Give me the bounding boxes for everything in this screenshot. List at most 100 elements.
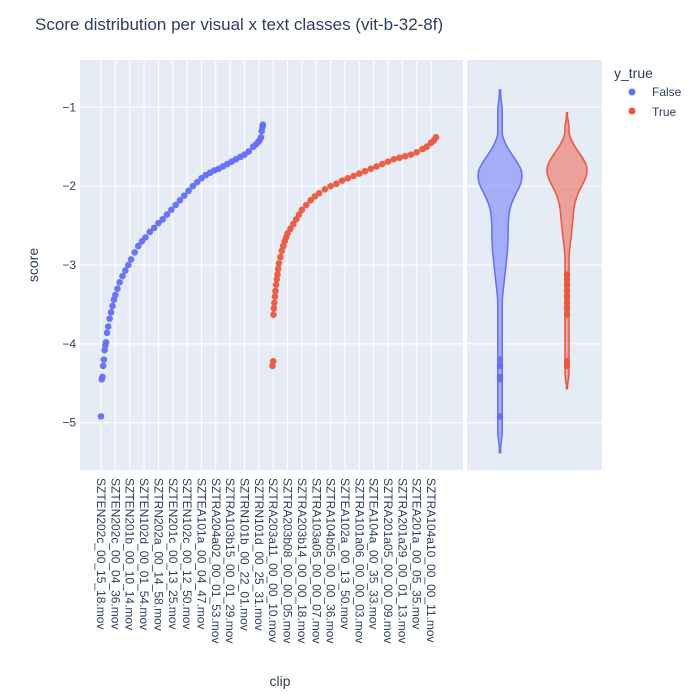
scatter-point-true — [407, 151, 415, 158]
violin-outlier-false — [496, 413, 504, 420]
x-tick-label: SZTRA204a02_00_01_53.mov — [209, 478, 223, 643]
scatter-point-false — [185, 187, 192, 195]
violin-outlier-true — [563, 362, 571, 370]
scatter-point-false — [155, 219, 162, 227]
scatter-point-false — [119, 272, 126, 280]
scatter-point-false — [106, 315, 113, 322]
scatter-point-true — [271, 299, 278, 307]
violin-outlier-true — [563, 305, 571, 312]
scatter-point-false — [257, 133, 265, 141]
scatter-point-false — [172, 201, 179, 209]
scatter-point-true — [289, 220, 297, 228]
x-tick-label: SZTEN102d_00_01_54.mov — [137, 478, 151, 630]
legend-label-true: True — [652, 105, 677, 119]
scatter-point-false — [104, 323, 112, 330]
scatter-point-true — [272, 287, 279, 295]
x-tick-label: SZTEN202c_00_15_18.mov — [94, 478, 108, 629]
x-tick-label: SZTEA102a_00_13_50.mov — [338, 478, 352, 629]
x-tick-label: SZTRN202a_00_14_58.mov — [151, 478, 165, 631]
chart-title: Score distribution per visual x text cla… — [35, 15, 443, 34]
scatter-point-true — [295, 211, 303, 218]
x-tick-label: SZTEA201a_00_05_35.mov — [410, 478, 424, 629]
scatter-point-true — [271, 293, 279, 300]
scatter-point-true — [274, 265, 282, 273]
y-tick-label: −2 — [62, 179, 76, 193]
x-tick-label: SZTEN102c_00_12_50.mov — [180, 478, 194, 629]
violin-outlier-true — [563, 281, 571, 288]
scatter-point-true — [302, 201, 310, 209]
x-tick-label: SZTRA104b05_00_00_36.mov — [324, 478, 338, 643]
y-axis-title: score — [25, 248, 41, 282]
scatter-point-false — [159, 215, 167, 223]
scatter-point-true — [413, 148, 421, 156]
y-tick-labels: −1 −2 −3 −4 −5 — [62, 100, 76, 429]
x-tick-label: SZTRA103a05_00_00_07.mov — [309, 478, 323, 643]
scatter-point-true — [284, 230, 291, 237]
scatter-point-true — [344, 174, 352, 182]
scatter-point-false — [124, 261, 132, 269]
violin-outlier-true — [563, 287, 571, 295]
x-tick-label: SZTRA201a05_00_00_09.mov — [381, 478, 395, 643]
x-tick-label: SZTRA103b15_00_01_29.mov — [223, 478, 237, 643]
scatter-point-true — [373, 163, 380, 170]
scatter-point-false — [180, 192, 188, 199]
violin-outlier-true — [563, 293, 571, 300]
scatter-point-true — [350, 172, 357, 180]
scatter-point-false — [189, 182, 197, 190]
scatter-point-true — [272, 281, 280, 289]
scatter-point-true — [390, 156, 398, 163]
legend-marker-false — [628, 88, 636, 96]
scatter-point-false — [109, 302, 116, 310]
violin-outlier-true — [563, 271, 571, 278]
legend[interactable]: y_true False True — [614, 65, 682, 119]
x-tick-label: SZTRA203b14_00_00_18.mov — [295, 478, 309, 643]
scatter-point-true — [321, 186, 329, 193]
x-tick-label: SZTRN101b_00_22_01.mov — [238, 478, 252, 631]
grid-layer — [80, 60, 602, 470]
scatter-point-false — [163, 211, 171, 218]
scatter-point-false — [146, 228, 154, 236]
scatter-point-true — [275, 260, 283, 267]
scatter-point-false — [131, 249, 139, 256]
points-layer — [97, 121, 440, 420]
scatter-point-false — [99, 373, 106, 381]
violin-outlier-true — [563, 357, 571, 365]
x-tick-label: SZTEN201c_00_13_25.mov — [166, 478, 180, 629]
violin-outlier-false — [496, 373, 504, 381]
scatter-point-false — [116, 279, 123, 286]
y-tick-label: −1 — [62, 100, 76, 114]
x-tick-label: SZTRA101a06_00_00_03.mov — [352, 478, 366, 643]
y-tick-label: −3 — [62, 258, 76, 272]
scatter-point-true — [327, 182, 334, 190]
scatter-point-false — [97, 413, 105, 420]
x-tick-labels: SZTEN202c_00_15_18.mov SZTEN202c_00_04_36… — [94, 478, 438, 643]
violin-outlier-false — [496, 356, 504, 363]
scatter-point-false — [107, 309, 115, 316]
y-tick-label: −5 — [62, 416, 76, 430]
scatter-point-false — [112, 291, 119, 299]
x-tick-label: SZTRA104a10_00_00_11.mov — [424, 478, 438, 643]
x-tick-label: SZTEN201b_00_10_14.mov — [123, 478, 137, 630]
legend-title: y_true — [614, 65, 653, 81]
scatter-point-false — [99, 362, 107, 370]
legend-item-true[interactable]: True — [628, 105, 677, 119]
x-tick-label: SZTRA203b08_00_00_05.mov — [281, 478, 295, 643]
scatter-point-false — [245, 148, 253, 155]
y-tick-label: −4 — [62, 337, 76, 351]
scatter-point-false — [127, 256, 135, 263]
legend-item-false[interactable]: False — [628, 85, 682, 99]
scatter-point-false — [102, 338, 110, 346]
x-tick-label: SZTRA201a29_00_01_13.mov — [395, 478, 409, 643]
x-tick-label: SZTEN202c_00_04_36.mov — [108, 478, 122, 629]
scatter-point-false — [100, 356, 108, 363]
scatter-point-false — [122, 267, 129, 274]
scatter-point-true — [423, 143, 431, 151]
legend-marker-true — [628, 107, 636, 115]
scatter-point-false — [114, 285, 121, 292]
scatter-point-true — [396, 154, 403, 162]
scatter-point-false — [142, 234, 149, 241]
violin-layer — [477, 89, 588, 454]
scatter-point-true — [384, 158, 392, 166]
